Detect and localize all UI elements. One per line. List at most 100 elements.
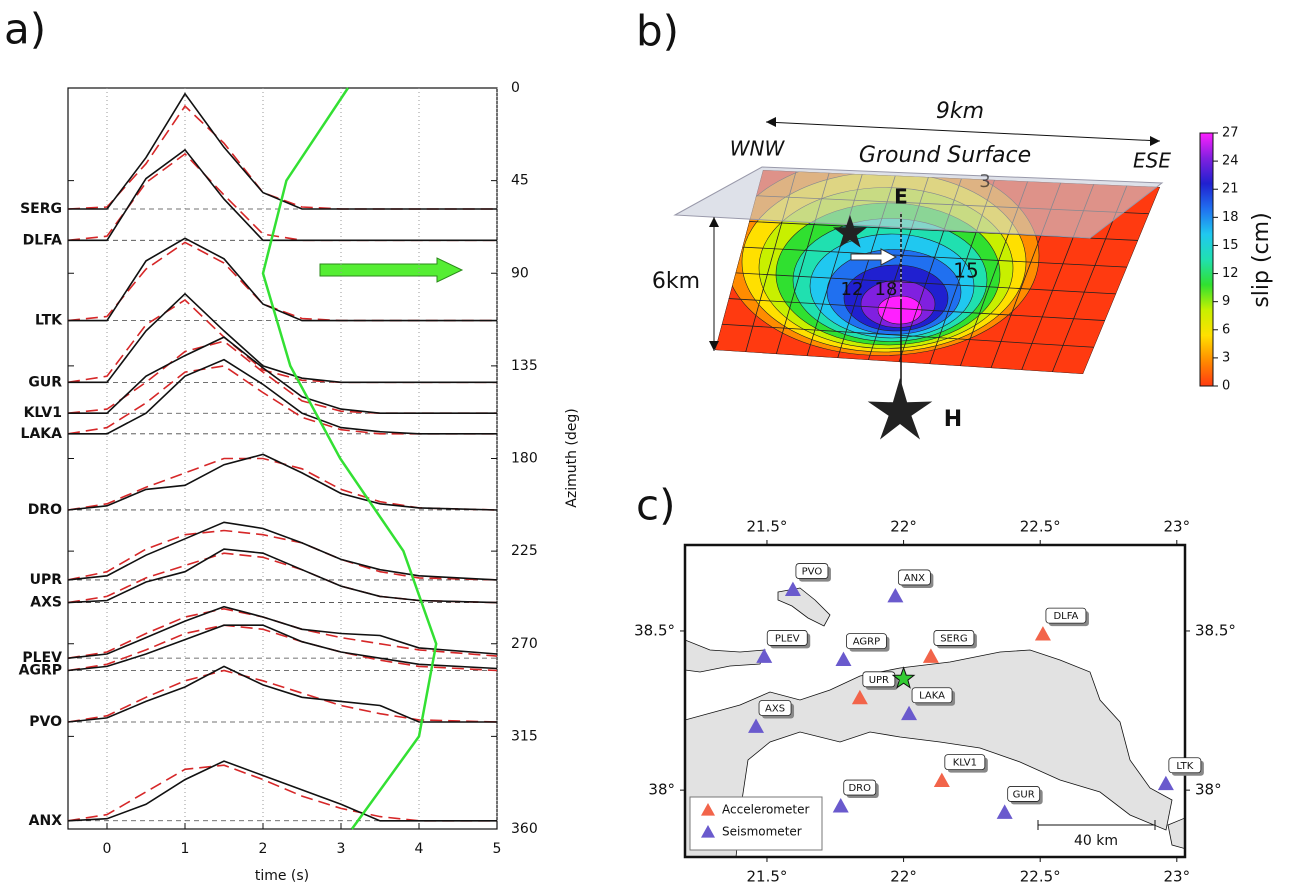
station-marker	[748, 718, 765, 733]
observed-waveform	[67, 521, 498, 581]
x-tick-label: 21.5°	[747, 868, 788, 886]
label-box	[846, 633, 887, 650]
station-label: ANX	[29, 813, 63, 829]
station-marker	[887, 587, 904, 603]
x-tick-label: 1	[181, 841, 190, 857]
observed-waveform	[67, 760, 497, 822]
station-marker	[835, 651, 852, 667]
synthetic-waveform	[67, 340, 497, 415]
station-label: DRO	[28, 502, 62, 518]
observed-waveform	[68, 92, 497, 210]
fault-grid	[735, 272, 1117, 295]
y-tick-label: 135	[511, 358, 538, 374]
legend-label: Accelerometer	[722, 803, 809, 817]
label-box	[795, 563, 829, 579]
station-label: AXS	[765, 703, 785, 714]
label-box	[1007, 786, 1041, 802]
colorbar-tick-label: 24	[1222, 154, 1239, 169]
observed-waveform	[67, 548, 498, 604]
station-label: UPR	[869, 675, 889, 686]
scale-label: 40 km	[1074, 833, 1118, 849]
label-box	[862, 671, 896, 688]
y-tick-label: 225	[511, 543, 538, 559]
observed-waveform	[67, 624, 498, 672]
station-label: LAKA	[21, 426, 63, 442]
label-box	[843, 779, 877, 796]
station-marker	[996, 804, 1013, 819]
map-frame	[683, 543, 1187, 859]
epicenter-marker	[891, 666, 916, 689]
station-label: LTK	[35, 313, 63, 329]
station-label: LAKA	[919, 691, 945, 702]
station-marker	[784, 581, 801, 596]
x-tick-label: 21.5°	[747, 518, 788, 536]
label-box	[758, 700, 792, 716]
ground-surface	[673, 166, 1164, 239]
station-label: DLFA	[1053, 611, 1078, 622]
station-label: SERG	[20, 201, 62, 217]
station-label: DLFA	[23, 232, 62, 248]
station-label: LTK	[1176, 761, 1193, 772]
station-label: ANX	[904, 573, 925, 584]
label-box	[766, 630, 808, 646]
label-box	[944, 754, 986, 770]
y-tick-label: 38°	[648, 781, 675, 799]
panel-label: c)	[636, 481, 675, 530]
label-box	[897, 569, 931, 586]
land	[777, 587, 831, 627]
y-tick-label: 270	[511, 636, 538, 652]
observed-waveform	[67, 453, 498, 511]
y-tick-label: 38°	[1195, 781, 1222, 799]
y-tick-label: 0	[511, 80, 520, 96]
station-label: PLEV	[775, 633, 800, 644]
x-tick-label: 22°	[890, 518, 917, 536]
station-marker	[756, 648, 773, 663]
legend-label: Seismometer	[722, 825, 802, 839]
slip-arrow	[850, 248, 898, 266]
station-label: AGRP	[853, 637, 880, 648]
arrow-head	[1150, 136, 1160, 146]
station-label: PVO	[29, 714, 62, 730]
contour-label: 18	[875, 279, 898, 300]
x-tick-label: 5	[493, 841, 502, 857]
colorbar-tick-label: 9	[1222, 294, 1230, 309]
station-label: GUR	[28, 374, 62, 390]
x-tick-label: 4	[415, 841, 424, 857]
colorbar-tick-label: 15	[1222, 238, 1239, 253]
colorbar-tick-label: 0	[1222, 379, 1230, 394]
x-tick-label: 0	[103, 841, 112, 857]
legend-box	[689, 796, 823, 851]
colorbar-tick-label: 21	[1222, 182, 1239, 197]
station-marker	[933, 772, 950, 787]
synthetic-waveform	[67, 529, 498, 581]
y-tick-label: 90	[511, 265, 529, 281]
observed-waveform	[67, 605, 498, 659]
station-label: PLEV	[22, 650, 62, 666]
direction-arrow	[319, 257, 464, 283]
station-label: GUR	[1013, 789, 1035, 800]
fault-grid	[721, 323, 1095, 348]
observed-waveform	[68, 148, 497, 242]
x-tick-label: 2	[259, 841, 268, 857]
colorbar-label: slip (cm)	[1249, 212, 1274, 307]
land	[1167, 817, 1185, 850]
contour-label: 15	[953, 259, 978, 283]
label-box	[1045, 607, 1087, 624]
colorbar-tick-label: 3	[1222, 350, 1230, 365]
station-label: AXS	[30, 595, 62, 611]
legend-marker	[701, 803, 715, 816]
y-tick-label: 315	[511, 728, 538, 744]
x-tick-label: 22°	[890, 868, 917, 886]
x-tick-label: 23°	[1164, 868, 1191, 886]
rupture-curve	[261, 87, 438, 830]
synthetic-waveform	[67, 365, 497, 435]
epicenter-star	[832, 215, 868, 248]
synthetic-waveform	[67, 552, 498, 604]
y-tick-label: 360	[511, 821, 538, 837]
station-label: SERG	[940, 633, 967, 644]
label-box	[1168, 757, 1202, 774]
x-tick-label: 22.5°	[1020, 518, 1061, 536]
station-marker	[832, 798, 849, 813]
hypocenter-label: H	[944, 407, 962, 432]
